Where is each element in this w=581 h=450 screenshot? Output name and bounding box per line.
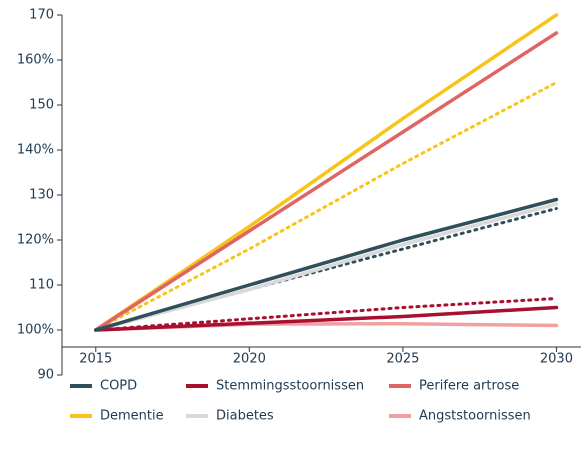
x-tick-label: 2025 [386,352,419,367]
y-tick-label: 140% [17,143,54,158]
y-tick-label: 170 [29,8,54,23]
legend-label: Perifere artrose [419,379,519,394]
legend-label: Stemmingsstoornissen [216,379,364,394]
y-tick-label: 100% [17,323,54,338]
x-tick-label: 2015 [79,352,112,367]
line [94,31,559,332]
legend-label: Angststoornissen [419,409,531,424]
line [94,305,559,332]
y-tick-label: 130 [29,188,54,203]
dotted-line [94,81,558,332]
y-tick-label: 160% [17,53,54,68]
y-tick-label: 110 [29,278,54,293]
legend-label: COPD [100,379,137,394]
line [94,202,559,332]
y-tick-label: 120% [17,233,54,248]
y-tick-label: 150 [29,98,54,113]
line [94,197,559,332]
line [94,13,559,332]
legend-label: Dementie [100,409,164,424]
x-tick-label: 2030 [540,352,573,367]
dotted-line [94,297,558,332]
x-tick-label: 2020 [233,352,266,367]
y-tick-label: 90 [37,368,54,383]
legend-label: Diabetes [216,409,274,424]
